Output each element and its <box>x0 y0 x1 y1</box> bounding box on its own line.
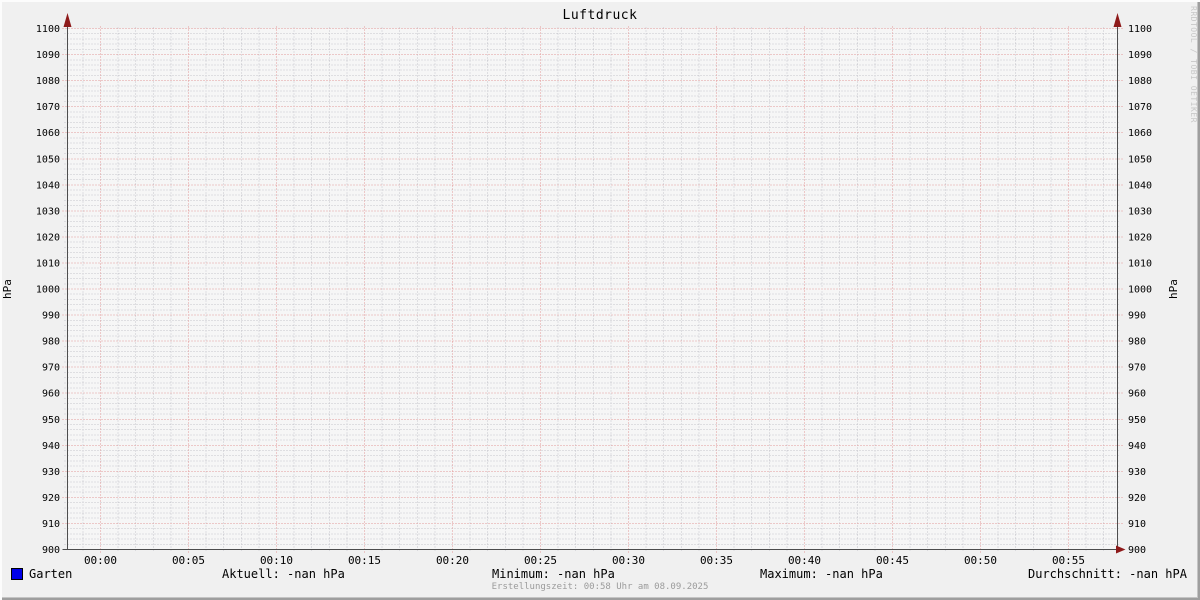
y-tick-label-left: 1080 <box>36 76 60 87</box>
x-tick-label: 00:55 <box>1052 554 1085 567</box>
y-tick-label-right: 920 <box>1128 493 1146 504</box>
y-tick-label-right: 1070 <box>1128 102 1152 113</box>
x-axis-arrow <box>1116 545 1126 554</box>
y-tick-label-right: 910 <box>1128 519 1146 530</box>
y-tick-label-right: 970 <box>1128 363 1146 374</box>
y-tick-label-left: 1100 <box>36 24 60 35</box>
y-tick-label-left: 930 <box>42 467 60 478</box>
y-axis-unit-right: hPa <box>1167 279 1180 299</box>
y-tick-label-right: 1010 <box>1128 258 1152 269</box>
x-tick-label: 00:15 <box>348 554 381 567</box>
y-tick-label-right: 1060 <box>1128 128 1152 139</box>
y-tick-label-right: 1090 <box>1128 50 1152 61</box>
y-tick-label-right: 990 <box>1128 311 1146 322</box>
y-tick-label-left: 1030 <box>36 206 60 217</box>
x-tick-label: 00:30 <box>612 554 645 567</box>
x-tick-label: 00:05 <box>172 554 205 567</box>
y-tick-label-right: 980 <box>1128 337 1146 348</box>
y-tick-label-left: 960 <box>42 389 60 400</box>
y-axis-arrow-right <box>1113 13 1122 27</box>
x-tick-label: 00:25 <box>524 554 557 567</box>
y-tick-label-right: 940 <box>1128 441 1146 452</box>
y-tick-label-right: 1030 <box>1128 206 1152 217</box>
y-tick-label-left: 1050 <box>36 154 60 165</box>
y-tick-label-right: 1050 <box>1128 154 1152 165</box>
y-tick-label-right: 950 <box>1128 415 1146 426</box>
rrdtool-watermark: RRDTOOL / TOBI OETIKER <box>1189 6 1198 123</box>
x-tick-label: 00:40 <box>788 554 821 567</box>
y-tick-label-left: 900 <box>42 545 60 556</box>
y-tick-label-left: 980 <box>42 337 60 348</box>
y-tick-label-left: 1060 <box>36 128 60 139</box>
y-tick-label-left: 1010 <box>36 258 60 269</box>
series-color-swatch <box>11 568 23 580</box>
x-tick-label: 00:35 <box>700 554 733 567</box>
y-tick-label-right: 1080 <box>1128 76 1152 87</box>
creation-time: Erstellungszeit: 00:58 Uhr am 08.09.2025 <box>491 582 709 592</box>
y-tick-label-left: 1000 <box>36 285 60 296</box>
y-tick-label-left: 920 <box>42 493 60 504</box>
y-tick-label-left: 940 <box>42 441 60 452</box>
y-tick-label-right: 1000 <box>1128 285 1152 296</box>
y-tick-label-right: 900 <box>1128 545 1146 556</box>
y-axis-arrow-left <box>63 13 72 27</box>
y-tick-label-right: 960 <box>1128 389 1146 400</box>
x-tick-label: 00:50 <box>964 554 997 567</box>
x-tick-label: 00:00 <box>84 554 117 567</box>
y-tick-label-left: 1090 <box>36 50 60 61</box>
x-tick-label: 00:20 <box>436 554 469 567</box>
y-axis-unit-left: hPa <box>1 279 14 299</box>
stat-maximum: Maximum: -nan hPa <box>760 567 883 581</box>
x-tick-label: 00:10 <box>260 554 293 567</box>
y-tick-label-right: 1100 <box>1128 24 1152 35</box>
y-tick-label-left: 910 <box>42 519 60 530</box>
y-tick-label-left: 990 <box>42 311 60 322</box>
y-tick-label-right: 1040 <box>1128 180 1152 191</box>
chart-title: Luftdruck <box>562 8 638 23</box>
y-tick-label-left: 1070 <box>36 102 60 113</box>
y-tick-label-right: 930 <box>1128 467 1146 478</box>
y-tick-label-left: 1020 <box>36 232 60 243</box>
y-tick-label-right: 1020 <box>1128 232 1152 243</box>
stat-aktuell: Aktuell: -nan hPa <box>222 567 345 581</box>
y-tick-label-left: 950 <box>42 415 60 426</box>
series-label: Garten <box>29 567 73 581</box>
y-tick-label-left: 1040 <box>36 180 60 191</box>
stat-durchschnitt: Durchschnitt: -nan hPA <box>1028 567 1187 581</box>
y-tick-label-left: 970 <box>42 363 60 374</box>
stat-minimum: Minimum: -nan hPa <box>492 567 615 581</box>
x-tick-label: 00:45 <box>876 554 909 567</box>
